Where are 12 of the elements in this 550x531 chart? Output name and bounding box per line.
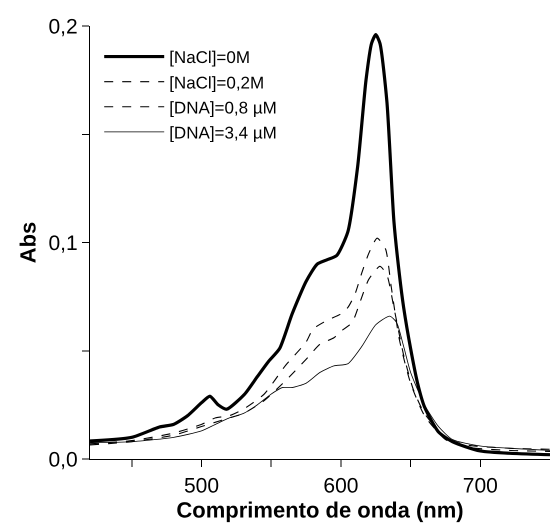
- x-tick-label: 600: [323, 474, 358, 498]
- legend-label: [DNA]=3,4 µM: [169, 123, 277, 142]
- x-axis-title: Comprimento de onda (nm): [176, 497, 464, 522]
- x-tick-label: 500: [184, 474, 220, 498]
- legend-label: [DNA]=0,8 µM: [169, 98, 277, 118]
- x-tick-label: 700: [462, 474, 498, 498]
- legend-label: [NaCl]=0,2M: [169, 73, 264, 92]
- y-tick-label: 0,1: [48, 232, 78, 255]
- y-axis-title: Abs: [15, 222, 40, 264]
- legend-label: [NaCl]=0M: [169, 48, 250, 68]
- y-tick-label: 0,2: [48, 15, 78, 38]
- y-tick-label: 0,0: [48, 448, 78, 472]
